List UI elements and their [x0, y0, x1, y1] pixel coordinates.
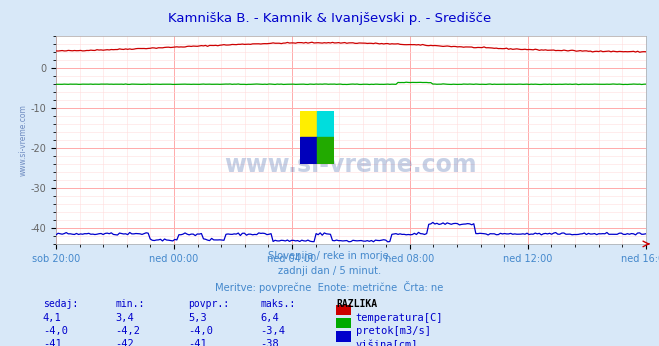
Text: 5,3: 5,3: [188, 313, 206, 323]
Text: -41: -41: [43, 339, 61, 346]
Bar: [301, 111, 318, 137]
Text: -4,0: -4,0: [43, 326, 68, 336]
Text: sedaj:: sedaj:: [43, 299, 78, 309]
Text: -4,0: -4,0: [188, 326, 213, 336]
Text: pretok[m3/s]: pretok[m3/s]: [356, 326, 431, 336]
Text: www.si-vreme.com: www.si-vreme.com: [19, 104, 28, 176]
Text: -3,4: -3,4: [260, 326, 285, 336]
Text: min.:: min.:: [115, 299, 145, 309]
Text: -4,2: -4,2: [115, 326, 140, 336]
Text: -38: -38: [260, 339, 279, 346]
Bar: [301, 137, 318, 164]
Text: -41: -41: [188, 339, 206, 346]
Text: 4,1: 4,1: [43, 313, 61, 323]
Text: Meritve: povprečne  Enote: metrične  Črta: ne: Meritve: povprečne Enote: metrične Črta:…: [215, 281, 444, 293]
Bar: [318, 137, 335, 164]
Text: višina[cm]: višina[cm]: [356, 339, 418, 346]
Text: temperatura[C]: temperatura[C]: [356, 313, 444, 323]
Text: Slovenija / reke in morje.: Slovenija / reke in morje.: [268, 251, 391, 261]
Text: www.si-vreme.com: www.si-vreme.com: [225, 153, 477, 177]
Text: maks.:: maks.:: [260, 299, 295, 309]
Text: povpr.:: povpr.:: [188, 299, 229, 309]
Text: Kamniška B. - Kamnik & Ivanjševski p. - Središče: Kamniška B. - Kamnik & Ivanjševski p. - …: [168, 12, 491, 25]
Text: 3,4: 3,4: [115, 313, 134, 323]
Text: -42: -42: [115, 339, 134, 346]
Bar: [318, 111, 335, 137]
Text: 6,4: 6,4: [260, 313, 279, 323]
Text: zadnji dan / 5 minut.: zadnji dan / 5 minut.: [278, 266, 381, 276]
Text: RAZLIKA: RAZLIKA: [336, 299, 377, 309]
